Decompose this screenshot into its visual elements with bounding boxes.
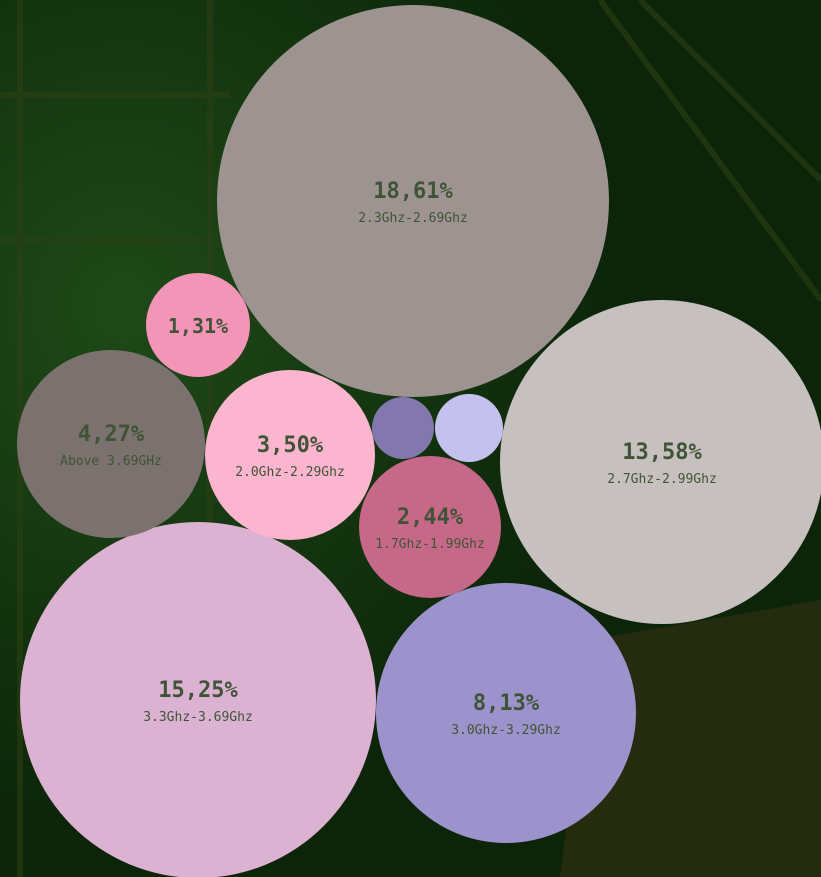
bubble-category-label: 2.3Ghz-2.69Ghz <box>358 211 468 226</box>
bubble-circle <box>20 522 376 877</box>
bubble-circle <box>205 370 375 540</box>
bubble: 4,27% Above 3.69GHz <box>17 350 205 538</box>
bubble: 1,31% <box>146 273 250 377</box>
bubble-circle <box>435 394 503 462</box>
bubble: 3,50% 2.0Ghz-2.29Ghz <box>205 370 375 540</box>
bubble: 15,25% 3.3Ghz-3.69Ghz <box>20 522 376 877</box>
bubble-circle <box>500 300 821 624</box>
bubble <box>435 394 503 462</box>
bubble: 2,44% 1.7Ghz-1.99Ghz <box>359 456 501 598</box>
bubble-circle <box>372 397 434 459</box>
bubble <box>372 397 434 459</box>
bubble-category-label: 2.0Ghz-2.29Ghz <box>235 465 345 480</box>
bubble-value-label: 8,13% <box>473 691 540 716</box>
bubble-category-label: 1.7Ghz-1.99Ghz <box>375 537 485 552</box>
bubble: 18,61% 2.3Ghz-2.69Ghz <box>217 5 609 397</box>
bubble-value-label: 4,27% <box>78 422 145 447</box>
bubble-value-label: 15,25% <box>158 678 238 703</box>
bubble-category-label: 3.0Ghz-3.29Ghz <box>451 723 561 738</box>
bubble-circle <box>146 273 250 377</box>
bubble: 8,13% 3.0Ghz-3.29Ghz <box>376 583 636 843</box>
bubble-circle <box>17 350 205 538</box>
bubble-value-label: 3,50% <box>257 433 324 458</box>
bubble-value-label: 13,58% <box>622 440 702 465</box>
bubble-value-label: 2,44% <box>397 505 464 530</box>
bubble-value-label: 18,61% <box>373 179 453 204</box>
bubble: 13,58% 2.7Ghz-2.99Ghz <box>500 300 821 624</box>
bubble-category-label: 2.7Ghz-2.99Ghz <box>607 472 717 487</box>
bubble-circle <box>376 583 636 843</box>
bubble-category-label: Above 3.69GHz <box>60 454 162 469</box>
bubble-value-label: 1,31% <box>168 314 228 338</box>
bubble-circle <box>359 456 501 598</box>
bubble-circle <box>217 5 609 397</box>
bubble-category-label: 3.3Ghz-3.69Ghz <box>143 710 253 725</box>
